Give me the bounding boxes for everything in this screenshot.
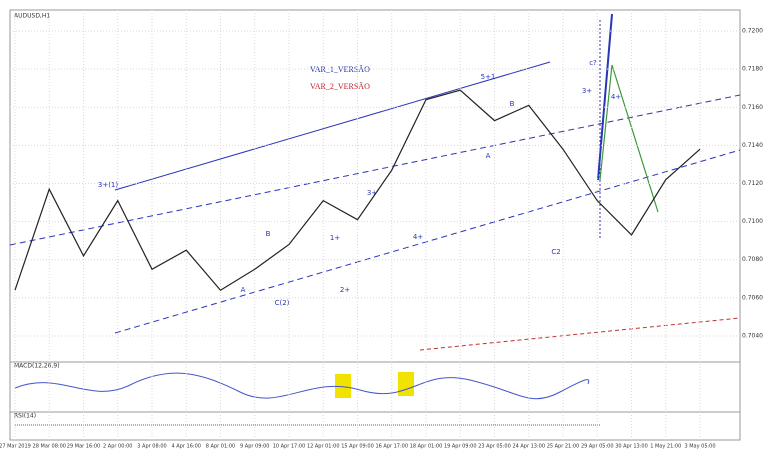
wave-label: 3+(1) — [98, 181, 119, 189]
channel-line — [114, 61, 551, 191]
wave-label: C(2) — [275, 299, 290, 307]
wave-label: C2 — [551, 248, 560, 256]
wave-label: B — [266, 230, 271, 238]
wave-label: 4+ — [413, 233, 423, 241]
frame — [9, 9, 741, 441]
x-tick-label: 9 Apr 09:00 — [240, 444, 269, 450]
x-tick-label: 25 Apr 21:00 — [547, 444, 580, 450]
x-tick-label: 2 Apr 00:00 — [103, 444, 132, 450]
x-tick-label: 3 May 05:00 — [684, 444, 715, 450]
x-tick-label: 30 Apr 13:00 — [615, 444, 648, 450]
wave-label: c? — [589, 59, 597, 67]
y-tick-label: 0.7120 — [742, 180, 763, 187]
x-tick-label: 1 May 21:00 — [650, 444, 681, 450]
projection — [599, 64, 659, 213]
x-tick-label: 4 Apr 16:00 — [172, 444, 201, 450]
wave-label: 2+ — [340, 286, 350, 294]
x-tick-label: 3 Apr 08:00 — [137, 444, 166, 450]
trend-line — [419, 317, 741, 351]
y-tick-label: 0.7060 — [742, 294, 763, 301]
y-tick-label: 0.7200 — [742, 28, 763, 35]
x-tick-label: 19 Apr 09:00 — [444, 444, 477, 450]
x-tick-label: 24 Apr 13:00 — [512, 444, 545, 450]
channel-line — [9, 94, 741, 246]
x-tick-label: 8 Apr 01:00 — [206, 444, 235, 450]
macd-line — [14, 372, 590, 400]
y-tick-label: 0.7160 — [742, 104, 763, 111]
x-tick-label: 29 Apr 05:00 — [581, 444, 614, 450]
y-tick-label: 0.7180 — [742, 66, 763, 73]
wave-label: 4+ — [611, 93, 621, 101]
indicator-label: RSI(14) — [14, 413, 36, 420]
highlight — [398, 372, 414, 396]
projection — [597, 13, 613, 181]
wave-label: 5+1 — [481, 73, 496, 81]
indicator-label: MACD(12,26,9) — [14, 363, 60, 370]
chart-title: AUDUSD,H1 — [14, 13, 50, 20]
y-tick-label: 0.7100 — [742, 218, 763, 225]
x-tick-label: 23 Apr 05:00 — [478, 444, 511, 450]
wave-label: B — [510, 100, 515, 108]
channel-line — [114, 149, 741, 334]
x-tick-label: 10 Apr 17:00 — [273, 444, 306, 450]
y-tick-label: 0.7080 — [742, 256, 763, 263]
x-tick-label: 16 Apr 17:00 — [375, 444, 408, 450]
x-tick-label: 12 Apr 01:00 — [307, 444, 340, 450]
wave-label: 3+ — [367, 189, 377, 197]
y-tick-label: 0.7140 — [742, 142, 763, 149]
x-tick-label: 27 Mar 2019 — [0, 444, 31, 450]
wave-label: A — [241, 286, 246, 294]
wave-label: 3+ — [582, 87, 592, 95]
legend-text: VAR_2_VERSÃO — [310, 81, 370, 91]
price-line — [14, 89, 701, 291]
wave-label: 1+ — [330, 234, 340, 242]
highlight — [335, 374, 351, 398]
x-tick-label: 15 Apr 09:00 — [341, 444, 374, 450]
y-tick-label: 0.7040 — [742, 332, 763, 339]
wave-label: A — [486, 152, 491, 160]
x-tick-label: 29 Mar 16:00 — [67, 444, 100, 450]
x-tick-label: 18 Apr 01:00 — [410, 444, 443, 450]
x-tick-label: 28 Mar 08:00 — [33, 444, 66, 450]
